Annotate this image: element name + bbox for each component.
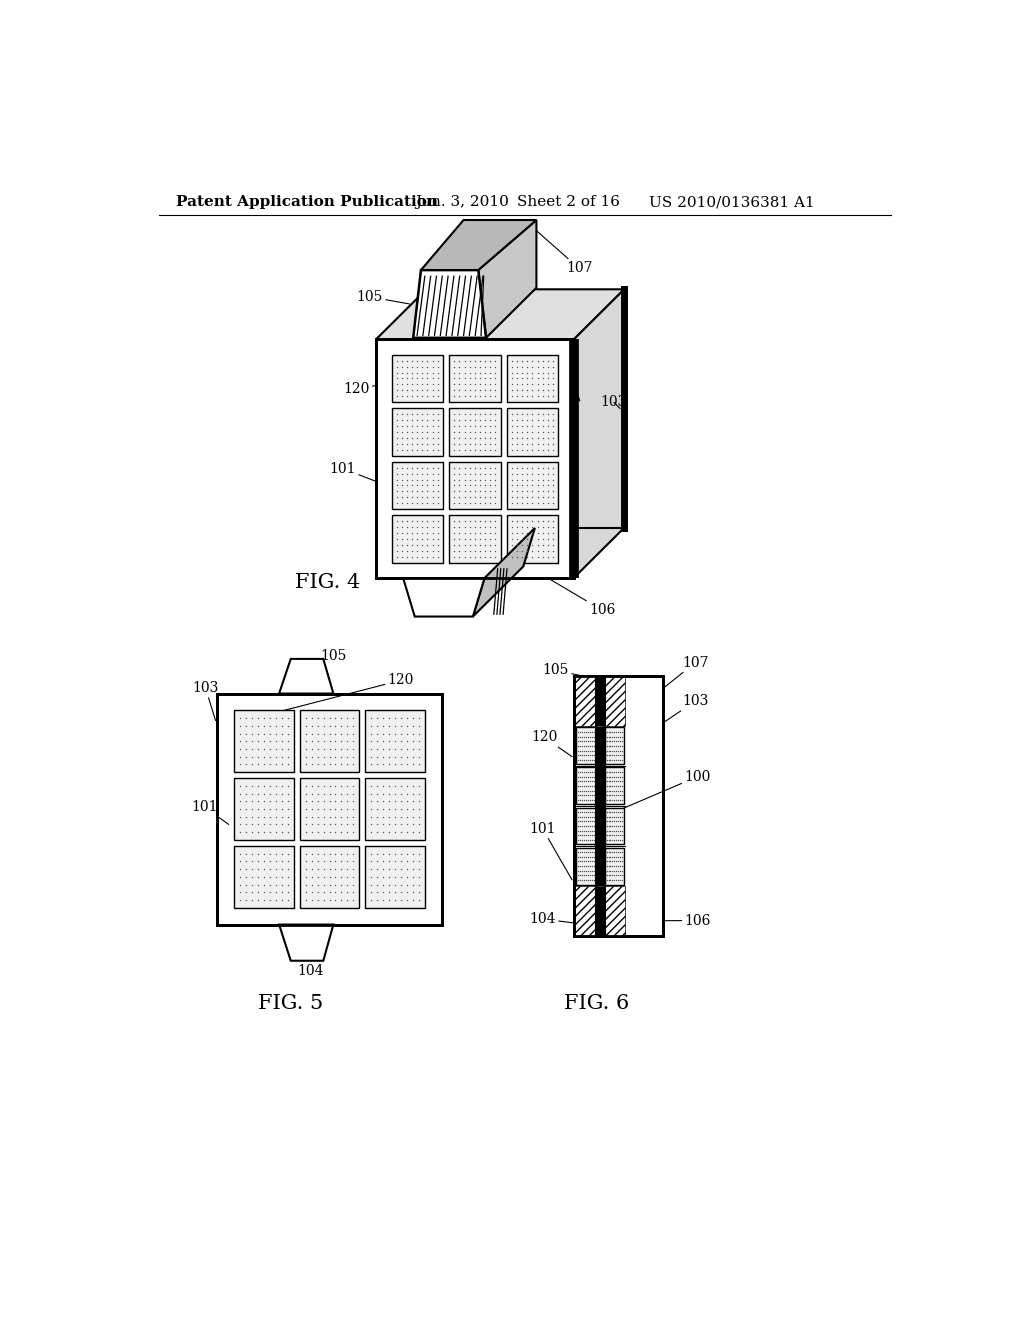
Bar (603, 676, 625, 726)
Text: 105: 105 (356, 290, 410, 304)
Bar (507, 408, 558, 455)
Bar (507, 462, 558, 510)
Polygon shape (280, 659, 334, 693)
Bar (366, 710, 425, 772)
Polygon shape (376, 289, 624, 339)
Bar (391, 515, 443, 562)
Text: US 2010/0136381 A1: US 2010/0136381 A1 (649, 195, 814, 210)
Bar (575, 808, 596, 845)
Polygon shape (573, 289, 624, 578)
Polygon shape (414, 271, 486, 338)
Bar (507, 355, 558, 403)
Polygon shape (478, 220, 537, 338)
Text: 120: 120 (343, 381, 395, 396)
Text: 105: 105 (543, 664, 617, 684)
Bar (391, 408, 443, 455)
Polygon shape (403, 578, 484, 616)
Text: 120: 120 (260, 673, 414, 717)
Text: 103: 103 (665, 694, 709, 722)
Text: 107: 107 (665, 656, 709, 688)
Text: 101: 101 (529, 822, 572, 880)
Bar (575, 727, 596, 764)
Text: 104: 104 (297, 954, 324, 978)
Text: 105: 105 (287, 649, 346, 671)
Bar (573, 676, 663, 936)
Bar (507, 515, 558, 562)
Text: 100: 100 (600, 770, 711, 818)
Text: 101: 101 (330, 462, 407, 494)
Bar (575, 767, 596, 804)
Text: Patent Application Publication: Patent Application Publication (176, 195, 438, 210)
Text: 104: 104 (438, 587, 465, 612)
Bar (300, 779, 359, 840)
Bar (366, 846, 425, 908)
Polygon shape (421, 220, 537, 271)
Bar (217, 693, 442, 924)
Bar (366, 779, 425, 840)
Text: Jun. 3, 2010: Jun. 3, 2010 (415, 195, 509, 210)
Bar (450, 408, 501, 455)
Text: 101: 101 (191, 800, 228, 825)
Bar (217, 693, 442, 924)
Text: 104: 104 (529, 912, 617, 928)
Text: FIG. 5: FIG. 5 (258, 994, 324, 1014)
Text: 107: 107 (528, 224, 592, 276)
Text: 106: 106 (665, 913, 711, 928)
Text: 106: 106 (535, 570, 615, 618)
Bar (573, 676, 663, 936)
Bar (391, 462, 443, 510)
Text: 100: 100 (549, 338, 580, 401)
Bar (234, 846, 294, 908)
Polygon shape (473, 528, 535, 616)
Bar (604, 808, 624, 845)
Bar (603, 886, 625, 936)
Text: FIG. 4: FIG. 4 (295, 573, 359, 593)
Polygon shape (280, 924, 334, 961)
Bar (575, 676, 597, 726)
Bar (450, 355, 501, 403)
Text: Sheet 2 of 16: Sheet 2 of 16 (517, 195, 621, 210)
Text: FIG. 6: FIG. 6 (563, 994, 629, 1014)
Bar (300, 846, 359, 908)
Text: 103: 103 (601, 396, 627, 409)
Bar (234, 779, 294, 840)
Bar (450, 462, 501, 510)
Bar (234, 710, 294, 772)
Bar (575, 847, 596, 884)
Bar (604, 767, 624, 804)
Bar (604, 847, 624, 884)
Bar (450, 515, 501, 562)
Text: 103: 103 (193, 681, 219, 721)
Bar (391, 355, 443, 403)
Bar (300, 710, 359, 772)
Bar (604, 727, 624, 764)
Bar (575, 886, 597, 936)
Polygon shape (376, 339, 573, 578)
Text: 120: 120 (531, 730, 572, 756)
